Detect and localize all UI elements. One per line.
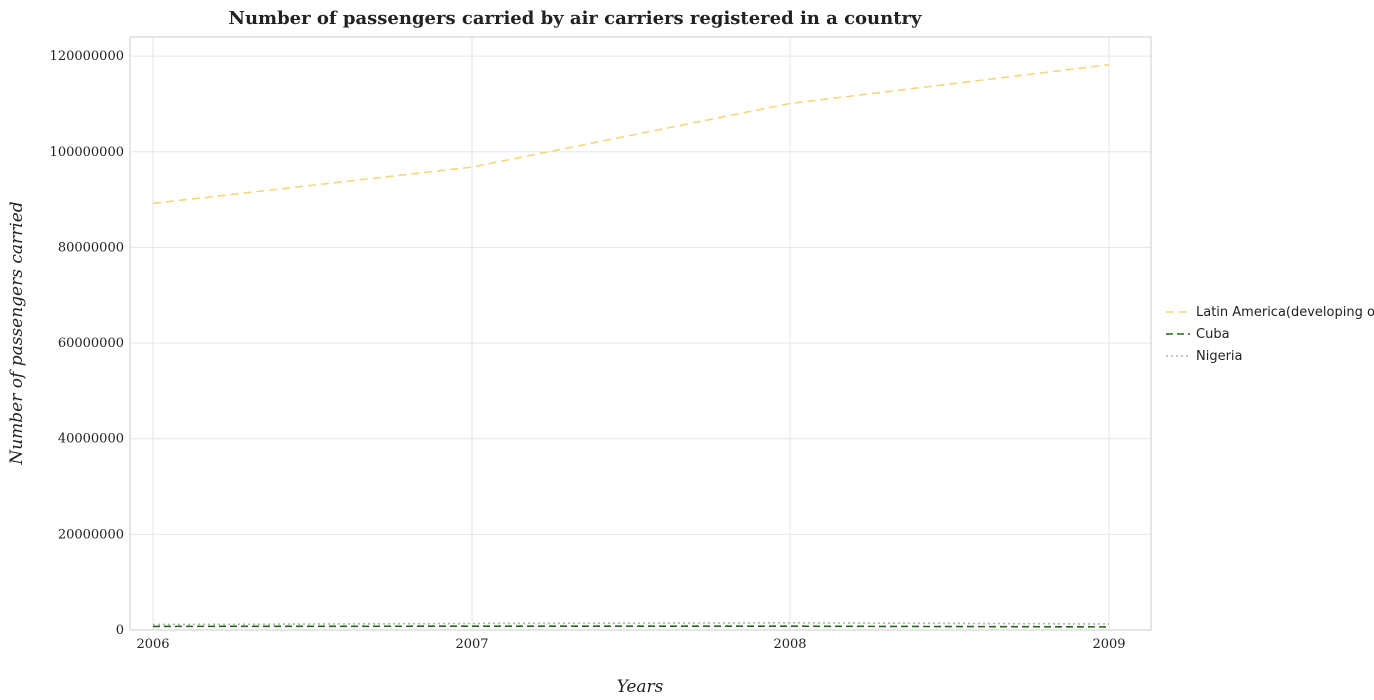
series-line-latin-america-developing-only (152, 63, 1110, 205)
legend-label: Nigeria (1196, 349, 1243, 364)
grid (130, 37, 1151, 631)
y-tick-label: 0 (116, 623, 124, 638)
y-tick-label: 60000000 (58, 336, 124, 351)
legend: Latin America(developing only) Cuba Nigeri… (1166, 305, 1374, 364)
series-line-nigeria (152, 621, 1110, 626)
series-layer (152, 63, 1110, 628)
plot-frame (129, 36, 1152, 631)
legend-label: Latin America(developing only) (1196, 305, 1374, 320)
series-line-cuba (152, 625, 1110, 628)
x-tick-label: 2006 (136, 637, 169, 652)
y-tick-label: 40000000 (58, 432, 124, 447)
tick-labels: 0 20000000 40000000 60000000 80000000 1000000… (50, 49, 1126, 652)
y-tick-label: 80000000 (58, 240, 124, 255)
legend-label: Cuba (1196, 327, 1230, 342)
chart-title: Number of passengers carried by air carr… (228, 8, 922, 29)
x-tick-label: 2008 (773, 637, 806, 652)
x-tick-label: 2007 (455, 637, 488, 652)
x-axis-label: Years (617, 677, 664, 697)
y-tick-label: 100000000 (50, 145, 124, 160)
y-tick-label: 120000000 (50, 49, 124, 64)
x-tick-label: 2009 (1092, 637, 1125, 652)
y-tick-label: 20000000 (58, 527, 124, 542)
y-axis-label: Number of passengers carried (7, 201, 27, 465)
